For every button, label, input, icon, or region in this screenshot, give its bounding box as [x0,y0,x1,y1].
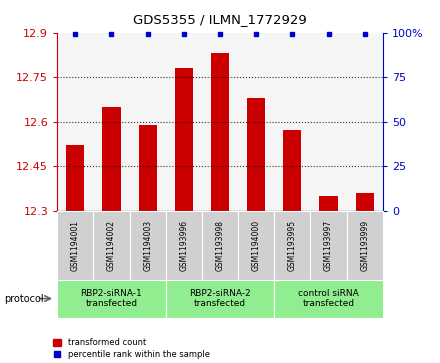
Bar [211,53,229,211]
Legend: transformed count, percentile rank within the sample: transformed count, percentile rank withi… [52,338,209,359]
Bar [283,130,301,211]
Bar [175,68,193,211]
Text: protocol: protocol [4,294,44,303]
Text: GSM1194001: GSM1194001 [71,220,80,270]
Text: GDS5355 / ILMN_1772929: GDS5355 / ILMN_1772929 [133,13,307,26]
Text: GSM1193998: GSM1193998 [216,220,224,270]
Bar [66,145,84,211]
Text: GSM1193996: GSM1193996 [180,220,188,270]
Bar [247,98,265,211]
Text: GSM1193995: GSM1193995 [288,220,297,270]
Text: GSM1193999: GSM1193999 [360,220,369,270]
Text: RBP2-siRNA-1
transfected: RBP2-siRNA-1 transfected [81,289,143,308]
Text: GSM1194002: GSM1194002 [107,220,116,270]
Text: GSM1194000: GSM1194000 [252,220,260,270]
Bar [319,196,337,211]
Text: control siRNA
transfected: control siRNA transfected [298,289,359,308]
Bar [356,193,374,211]
Text: RBP2-siRNA-2
transfected: RBP2-siRNA-2 transfected [189,289,251,308]
Text: GSM1193997: GSM1193997 [324,220,333,270]
Bar [103,107,121,211]
Text: GSM1194003: GSM1194003 [143,220,152,270]
Bar [139,125,157,211]
